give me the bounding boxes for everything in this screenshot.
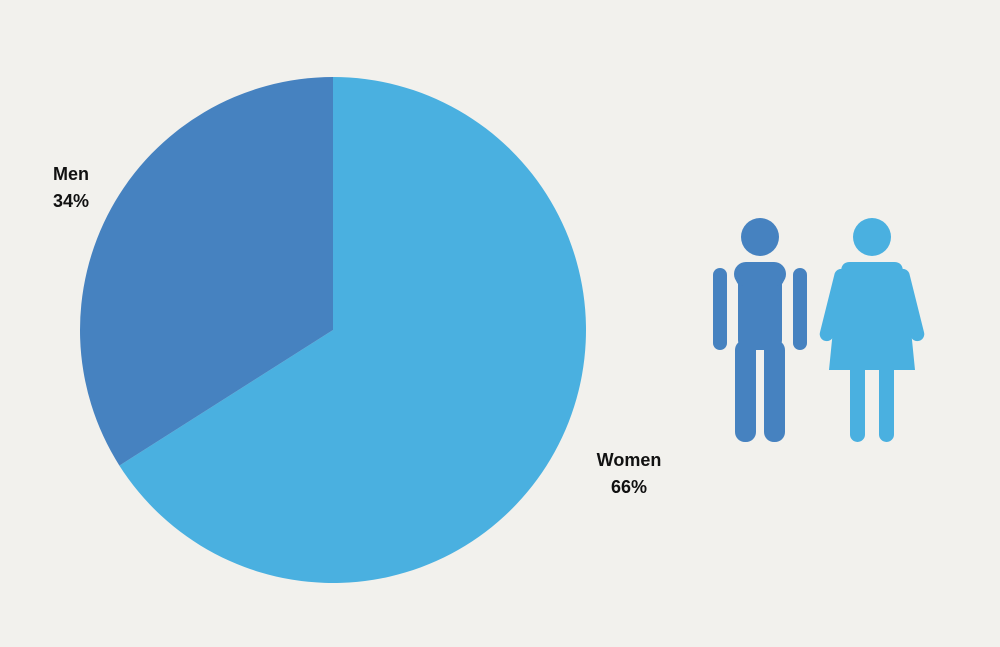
slice-label-men-value: 34% — [53, 191, 90, 211]
woman-icon — [819, 218, 925, 442]
pie-slice-men — [80, 77, 333, 466]
slice-label-men-name: Men — [53, 164, 89, 184]
man-icon — [713, 218, 807, 442]
slice-label-women-value: 66% — [610, 477, 648, 497]
pie-slices — [80, 77, 586, 583]
slice-label-men: Men 34% — [53, 161, 89, 215]
slice-label-women-name: Women — [596, 450, 662, 470]
slice-label-women: Women 66% — [588, 447, 670, 501]
pie-slice-women — [119, 77, 586, 583]
people-icons — [713, 218, 925, 442]
